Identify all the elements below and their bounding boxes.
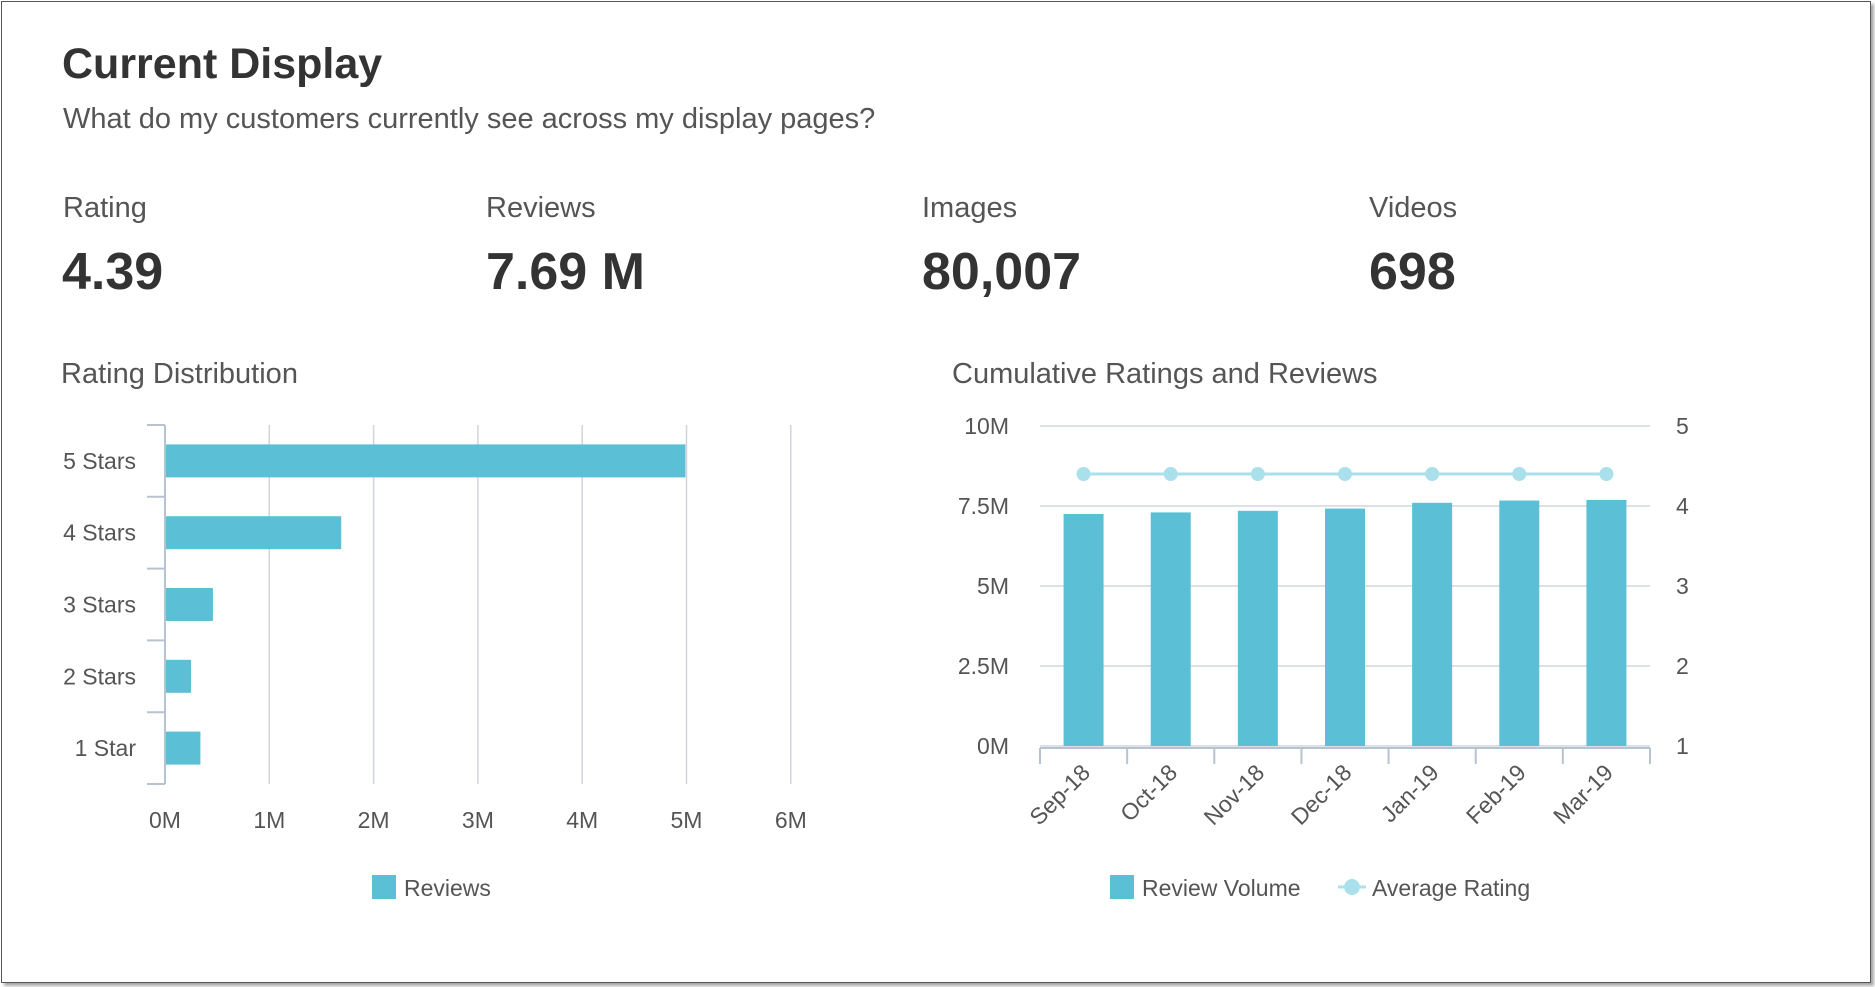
y-left-tick-label: 5M — [977, 573, 1009, 599]
bar-nov-18 — [1237, 510, 1278, 746]
bar-feb-19 — [1499, 500, 1540, 746]
x-tick-label: Oct-18 — [1115, 759, 1182, 826]
x-tick-label: 0M — [149, 807, 181, 833]
y-right-tick-label: 4 — [1676, 493, 1689, 519]
bar-4-stars — [166, 516, 342, 550]
average-rating-point — [1076, 467, 1091, 481]
y-right-tick-label: 5 — [1676, 413, 1689, 439]
category-label: 1 Star — [75, 735, 137, 761]
bar-2-stars — [166, 659, 192, 693]
x-tick-label: 6M — [775, 807, 807, 833]
y-left-tick-label: 10M — [964, 413, 1009, 439]
kpi-rating-value: 4.39 — [62, 243, 164, 301]
category-label: 5 Stars — [63, 448, 136, 474]
page-subtitle: What do my customers currently see acros… — [63, 103, 876, 135]
kpi-rating-label: Rating — [63, 192, 147, 224]
y-right-tick-label: 2 — [1676, 653, 1689, 679]
legend-label-reviews: Reviews — [404, 875, 491, 901]
bar-sep-18 — [1063, 514, 1104, 746]
page-title: Current Display — [62, 40, 383, 88]
y-left-tick-label: 0M — [977, 733, 1009, 759]
x-tick-label: Dec-18 — [1286, 759, 1357, 830]
bar-1-star — [166, 731, 201, 765]
x-tick-label: Mar-19 — [1548, 759, 1618, 829]
bar-mar-19 — [1586, 499, 1627, 746]
bar-5-stars — [166, 444, 686, 478]
x-tick-label: 1M — [253, 807, 285, 833]
x-tick-label: 4M — [566, 807, 598, 833]
bar-oct-18 — [1150, 512, 1191, 746]
x-tick-label: Nov-18 — [1199, 759, 1270, 830]
bar-dec-18 — [1325, 508, 1365, 746]
legend-swatch-reviews — [372, 875, 396, 899]
legend-label-review-volume: Review Volume — [1142, 875, 1301, 901]
rating-distribution-title: Rating Distribution — [61, 358, 298, 390]
average-rating-point — [1599, 467, 1614, 481]
x-tick-label: 3M — [462, 807, 494, 833]
y-left-tick-label: 7.5M — [958, 493, 1009, 519]
bar-jan-19 — [1412, 502, 1453, 746]
average-rating-point — [1338, 467, 1352, 481]
kpi-images-label: Images — [922, 192, 1018, 224]
average-rating-point — [1250, 467, 1265, 481]
x-tick-label: 5M — [671, 807, 703, 833]
category-label: 2 Stars — [63, 663, 136, 689]
category-label: 4 Stars — [63, 520, 136, 546]
legend-swatch-review-volume — [1110, 875, 1134, 899]
y-right-tick-label: 1 — [1676, 733, 1689, 759]
legend-label-average-rating: Average Rating — [1372, 875, 1530, 901]
y-right-tick-label: 3 — [1676, 573, 1689, 599]
x-tick-label: Jan-19 — [1376, 759, 1444, 827]
average-rating-point — [1163, 467, 1178, 481]
average-rating-point — [1425, 467, 1440, 481]
kpi-videos-value: 698 — [1369, 243, 1456, 301]
category-label: 3 Stars — [63, 592, 136, 618]
bar-3-stars — [166, 588, 213, 621]
x-tick-label: Feb-19 — [1461, 759, 1531, 829]
cumulative-chart-title: Cumulative Ratings and Reviews — [952, 358, 1378, 390]
kpi-reviews-value: 7.69 M — [486, 243, 645, 301]
cumulative-ratings-chart: 0M 2.5M 5M 7.5M 10M 1 2 3 4 5 Sep-18 Oct-18 Nov-18 De… — [958, 413, 1689, 901]
kpi-images-value: 80,007 — [922, 243, 1082, 301]
legend-marker-average-rating — [1344, 879, 1360, 895]
kpi-reviews-label: Reviews — [486, 192, 596, 224]
average-rating-point — [1512, 467, 1527, 481]
kpi-videos-label: Videos — [1369, 192, 1458, 224]
y-left-tick-label: 2.5M — [958, 653, 1009, 679]
x-tick-label: 2M — [358, 807, 390, 833]
x-tick-label: Sep-18 — [1024, 759, 1095, 830]
rating-distribution-chart: 0M 1M 2M 3M 4M 5M 6M 5 Stars 4 Stars 3 Stars 2 Sta… — [63, 424, 807, 901]
